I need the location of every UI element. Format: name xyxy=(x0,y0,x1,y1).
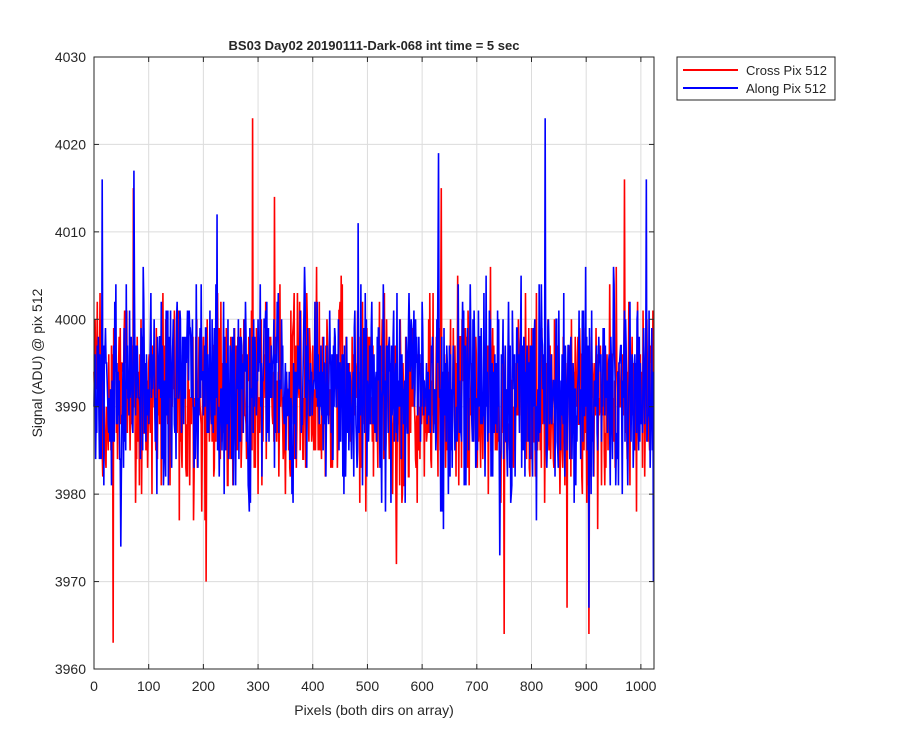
series-line-cross-pix xyxy=(93,118,655,643)
axis-ticks: 0 100 200 300 400 500 600 700 800 900 1000 3960 3970… xyxy=(55,49,657,694)
y-tick-label: 3960 xyxy=(55,661,86,677)
legend-label-along: Along Pix 512 xyxy=(746,81,826,96)
x-tick-label: 700 xyxy=(465,678,489,694)
y-tick-label: 3990 xyxy=(55,399,86,415)
x-tick-label: 1000 xyxy=(625,678,656,694)
x-tick-label: 100 xyxy=(137,678,161,694)
chart-title: BS03 Day02 20190111-Dark-068 int time = … xyxy=(229,38,520,53)
x-tick-label: 800 xyxy=(520,678,544,694)
x-tick-label: 200 xyxy=(192,678,216,694)
y-tick-label: 4030 xyxy=(55,49,86,65)
x-tick-label: 600 xyxy=(410,678,434,694)
y-tick-label: 4020 xyxy=(55,136,86,152)
x-axis-label: Pixels (both dirs on array) xyxy=(294,702,454,718)
x-tick-label: 900 xyxy=(575,678,599,694)
y-tick-label: 4010 xyxy=(55,224,86,240)
x-tick-label: 400 xyxy=(301,678,325,694)
series-line-along-pix xyxy=(93,118,655,608)
y-tick-label: 3970 xyxy=(55,574,86,590)
axes-box xyxy=(93,56,655,670)
x-tick-label: 300 xyxy=(246,678,270,694)
legend-box xyxy=(676,56,836,101)
y-axis-label: Signal (ADU) @ pix 512 xyxy=(29,288,45,437)
x-tick-label: 500 xyxy=(356,678,380,694)
legend-label-cross: Cross Pix 512 xyxy=(746,63,827,78)
y-tick-label: 4000 xyxy=(55,311,86,327)
series-layer xyxy=(93,118,655,643)
legend: Cross Pix 512 Along Pix 512 xyxy=(676,56,836,101)
x-tick-label: 0 xyxy=(90,678,98,694)
y-tick-label: 3980 xyxy=(55,486,86,502)
